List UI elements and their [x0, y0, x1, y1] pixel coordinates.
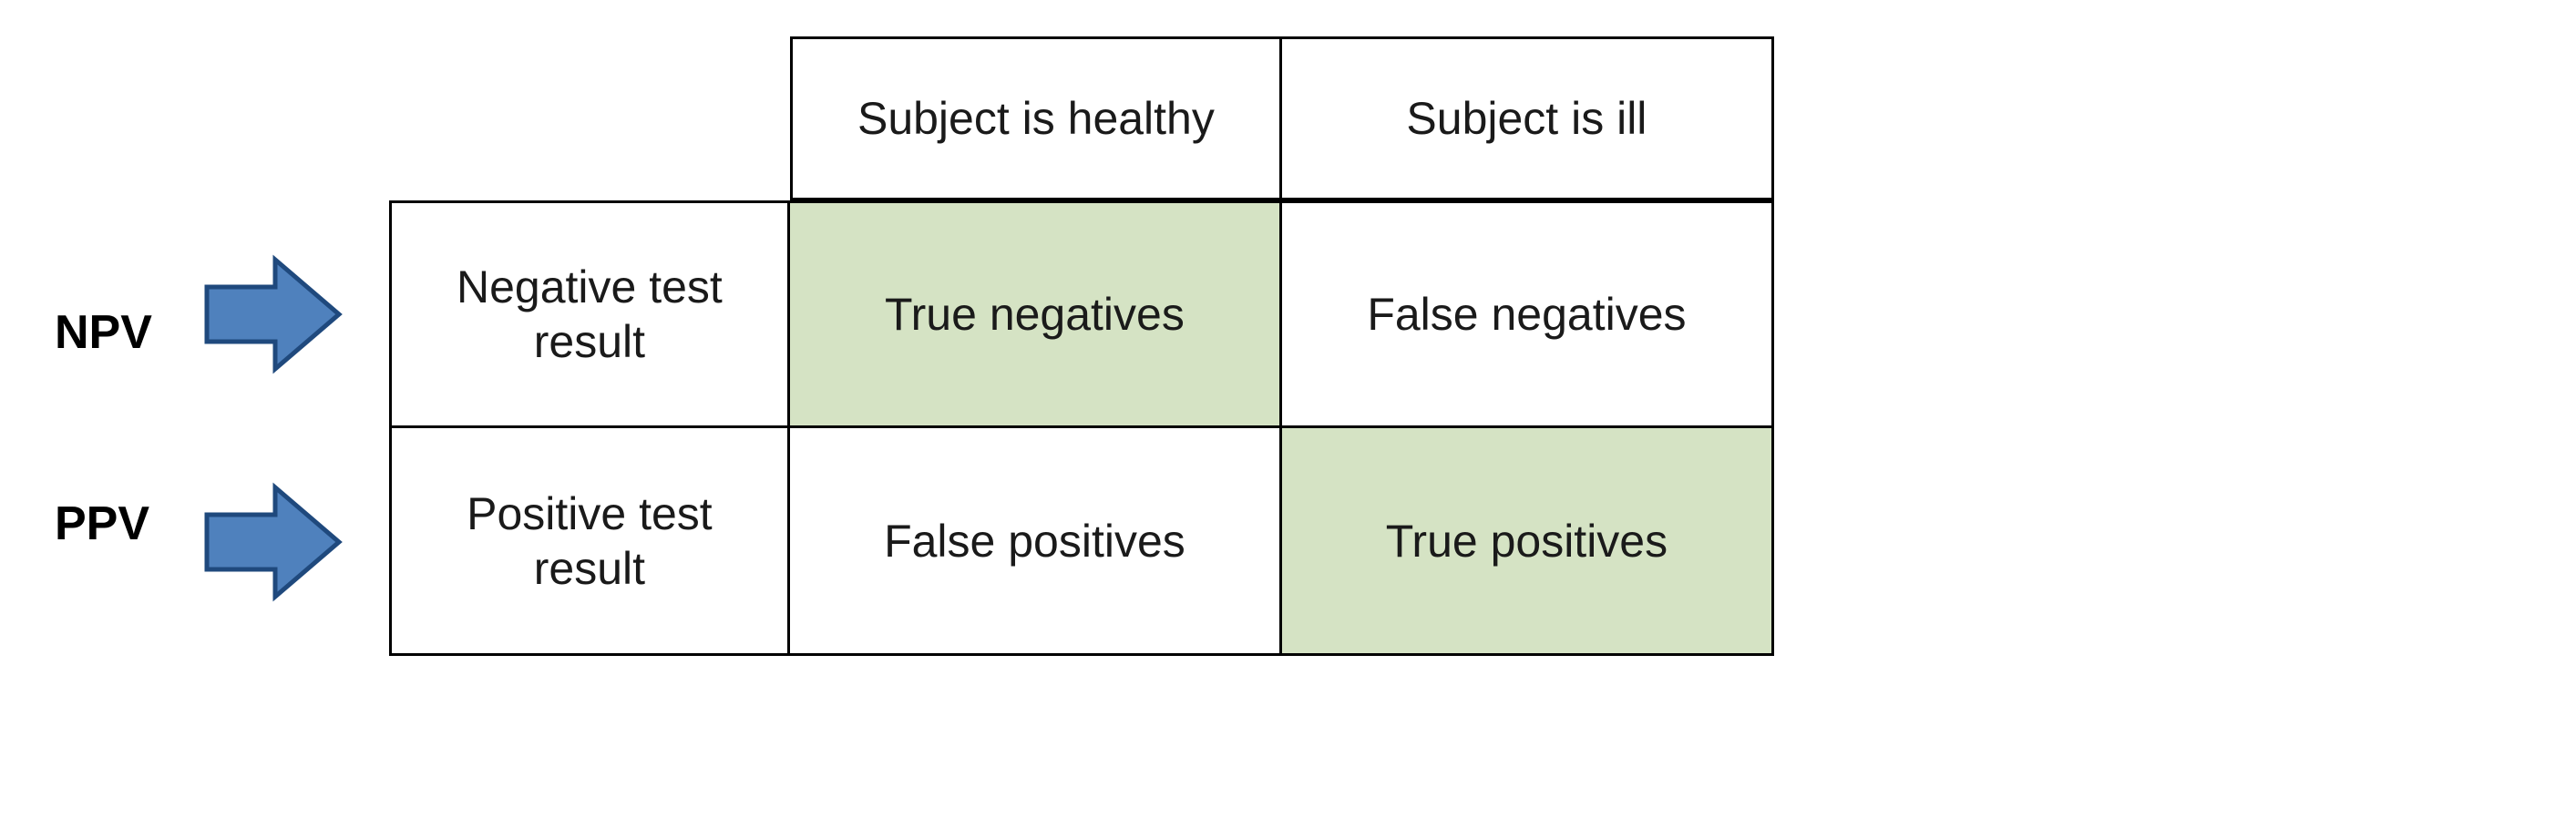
col-header-ill: Subject is ill [1282, 36, 1774, 200]
row-header-negative: Negative test result [389, 200, 790, 428]
cell-false-negatives: False negatives [1282, 200, 1774, 428]
arrow-shape [207, 487, 339, 597]
cell-false-positives: False positives [790, 428, 1282, 656]
arrow-shape [207, 260, 339, 369]
arrows-column [189, 82, 353, 610]
arrow-icon [189, 474, 353, 610]
ppv-label: PPV [55, 496, 152, 551]
diagram-container: NPV PPV Subject is healthy Subject is il… [0, 0, 2576, 692]
col-header-healthy: Subject is healthy [790, 36, 1282, 200]
row-header-positive: Positive test result [389, 428, 790, 656]
arrow-icon [189, 246, 353, 383]
row-labels-column: NPV PPV [55, 141, 152, 551]
cell-true-negatives: True negatives [790, 200, 1282, 428]
confusion-table: Subject is healthy Subject is ill Negati… [389, 36, 1774, 656]
npv-label: NPV [55, 305, 152, 360]
empty-corner [389, 36, 790, 200]
cell-true-positives: True positives [1282, 428, 1774, 656]
